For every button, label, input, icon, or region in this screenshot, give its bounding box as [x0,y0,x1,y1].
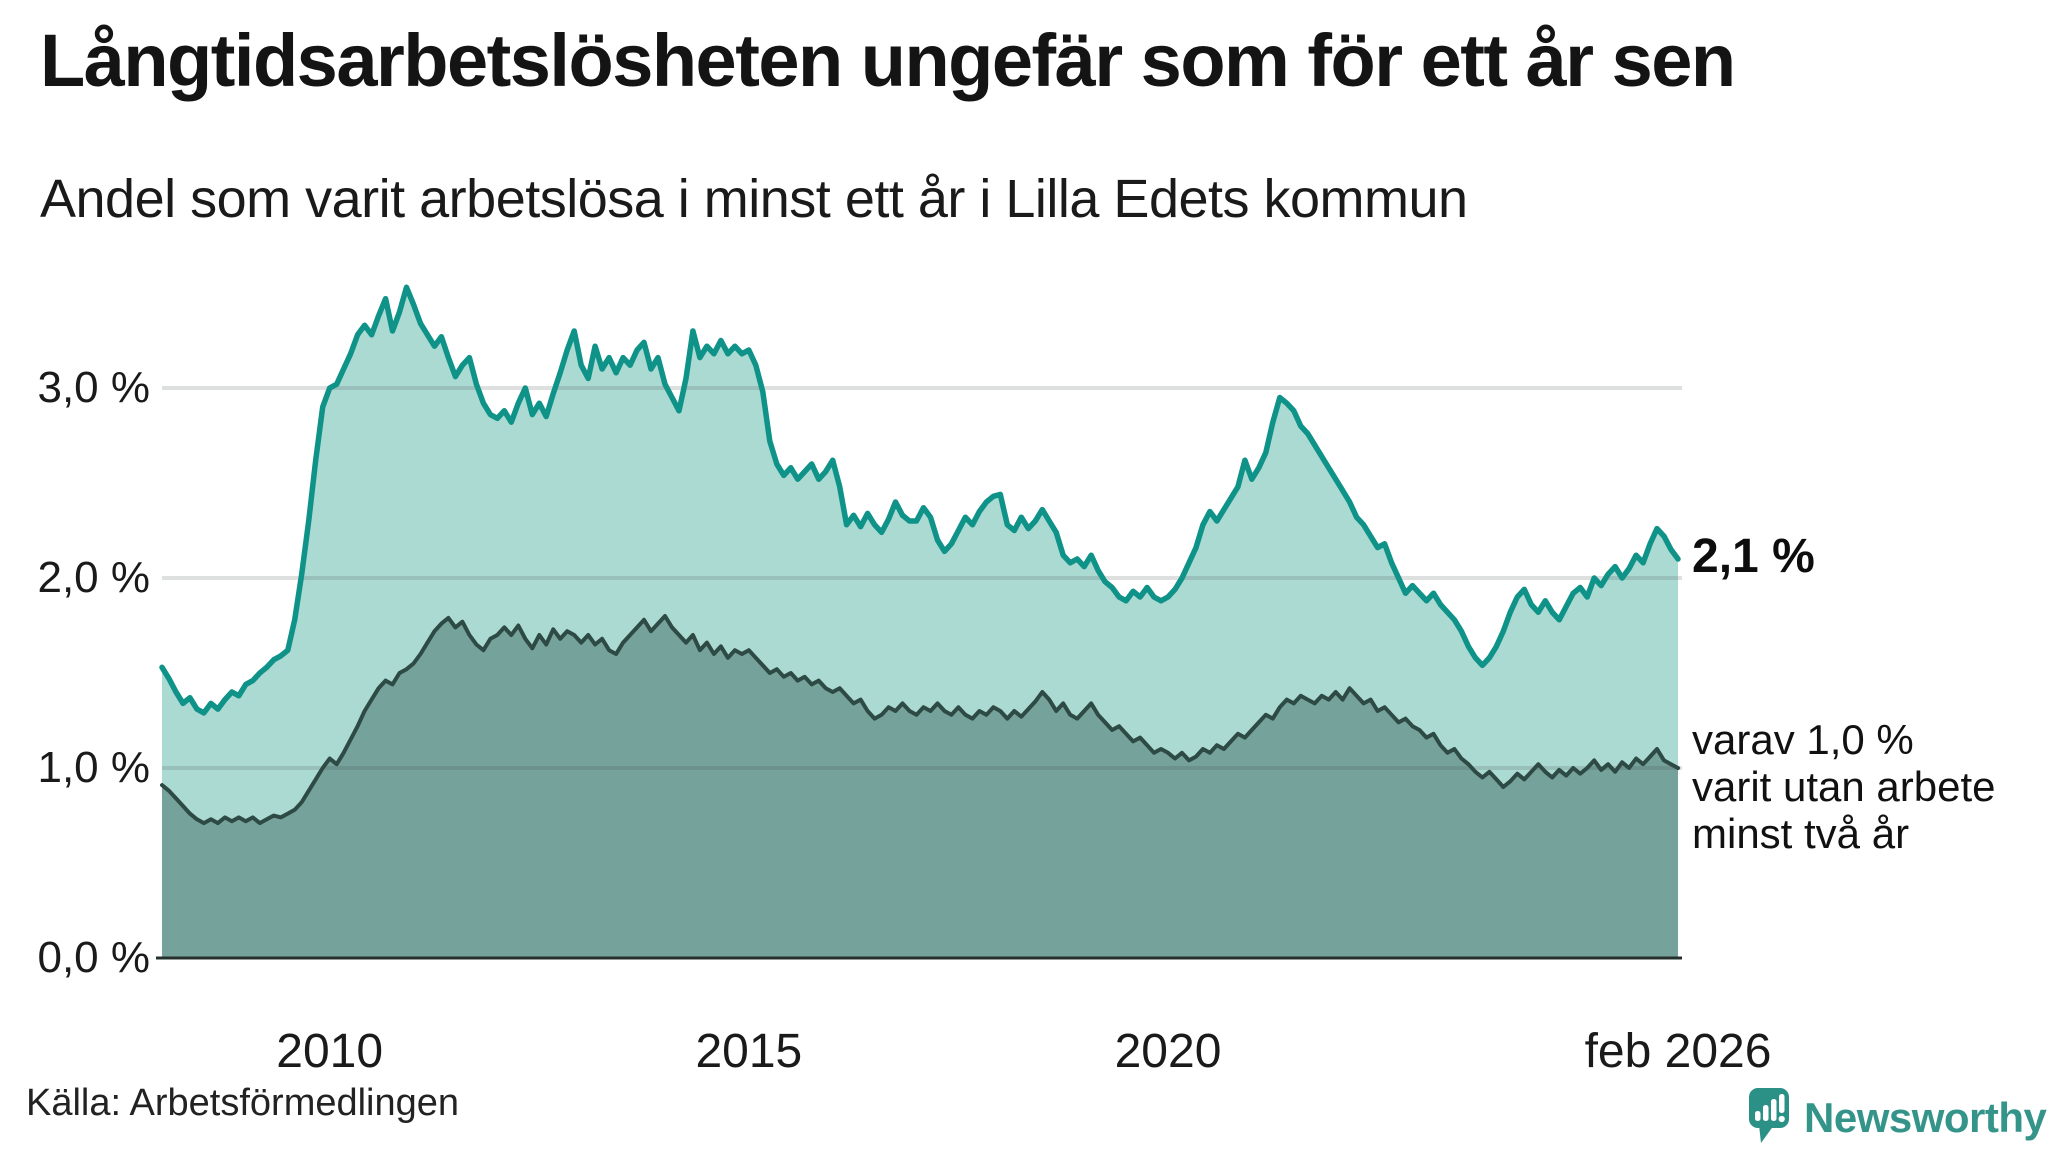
y-tick-label-3: 3,0 % [37,363,150,412]
subset-annotation-line-1: varav 1,0 % [1692,716,1914,763]
end-value-label-total: 2,1 % [1692,530,1815,583]
newsworthy-logo: Newsworthy [1748,1088,2047,1144]
x-tick-label-feb-2026: feb 2026 [1584,1025,1772,1078]
y-tick-label-0: 0,0 % [37,933,150,982]
line-total [159,284,1681,716]
subset-annotation-line-2: varit utan arbete [1692,763,1996,811]
line-subset [160,614,1680,826]
y-tick-label-2: 2,0 % [37,553,150,602]
chart-subtitle: Andel som varit arbetslösa i minst ett å… [40,169,1468,229]
end-annotation-subset: varav 1,0 % varit utan arbete minst två … [1692,716,1996,857]
x-tick-label-2015: 2015 [695,1025,803,1078]
subset-annotation-line-3: minst två år [1692,810,1910,858]
page-title: Långtidsarbetslösheten ungefär som för e… [40,19,1736,102]
source-attribution: Källa: Arbetsförmedlingen [26,1082,460,1124]
newsworthy-logo-icon [1749,1088,1789,1143]
area-subset [162,616,1678,958]
x-tick-label-2010: 2010 [276,1025,384,1078]
newsworthy-logo-text: Newsworthy [1804,1094,2047,1141]
y-tick-label-1: 1,0 % [37,743,150,792]
x-tick-label-2020: 2020 [1114,1025,1222,1078]
